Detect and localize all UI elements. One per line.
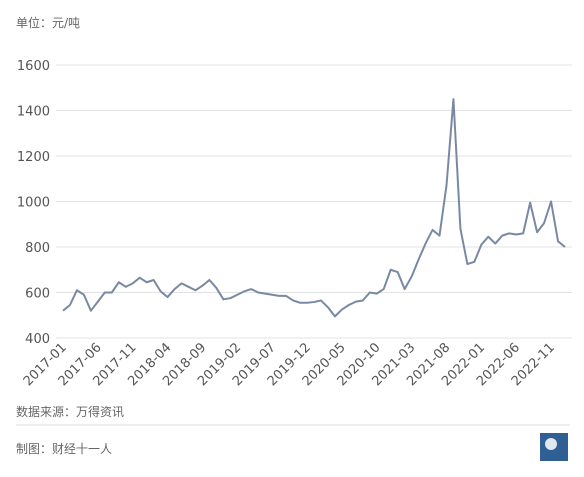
source-note: 数据来源：万得资讯 bbox=[16, 404, 124, 419]
logo-icon bbox=[545, 438, 557, 450]
data-line bbox=[62, 98, 566, 318]
credit-note: 制图：财经十一人 bbox=[16, 442, 112, 456]
y-tick-label: 800 bbox=[25, 241, 50, 256]
y-tick-label: 1400 bbox=[17, 105, 50, 120]
y-tick-label: 400 bbox=[25, 332, 50, 347]
unit-label: 单位：元/吨 bbox=[16, 15, 80, 30]
y-tick-label: 600 bbox=[25, 287, 50, 302]
y-tick-label: 1000 bbox=[17, 196, 50, 211]
y-tick-label: 1200 bbox=[17, 150, 50, 165]
y-tick-label: 1600 bbox=[17, 59, 50, 74]
